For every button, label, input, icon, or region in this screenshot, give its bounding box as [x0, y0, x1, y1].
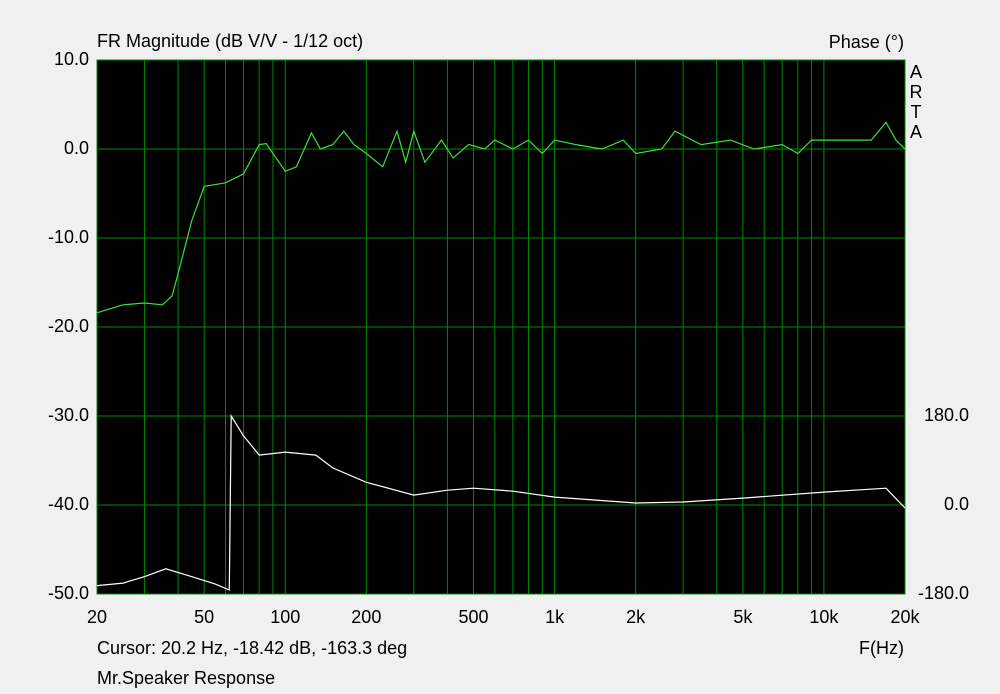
chart-title: FR Magnitude (dB V/V - 1/12 oct) — [97, 31, 363, 51]
series-line — [96, 121, 906, 314]
x-tick-label: 50 — [194, 607, 214, 627]
y-tick-label: -50.0 — [48, 583, 89, 603]
x-tick-label: 2k — [626, 607, 646, 627]
y2-tick-label: 0.0 — [944, 494, 969, 514]
y2-tick-label: 180.0 — [924, 405, 969, 425]
y2-tick-label: -180.0 — [918, 583, 969, 603]
y-tick-label: -30.0 — [48, 405, 89, 425]
y-tick-label: 0.0 — [64, 138, 89, 158]
x-tick-label: 500 — [458, 607, 488, 627]
y-tick-label: -40.0 — [48, 494, 89, 514]
x-tick-label: 100 — [270, 607, 300, 627]
y2-axis-title: Phase (°) — [829, 32, 904, 52]
series-line — [96, 413, 906, 591]
y-tick-label: -20.0 — [48, 316, 89, 336]
x-tick-label: 10k — [809, 607, 839, 627]
x-tick-label: 20k — [890, 607, 920, 627]
x-tick-label: 200 — [351, 607, 381, 627]
plot-border — [96, 59, 906, 595]
watermark: ARTA — [906, 62, 926, 142]
x-axis-title: F(Hz) — [859, 638, 904, 658]
cursor-readout: Cursor: 20.2 Hz, -18.42 dB, -163.3 deg — [97, 638, 407, 658]
y-tick-label: -10.0 — [48, 227, 89, 247]
x-tick-label: 5k — [733, 607, 753, 627]
x-tick-label: 20 — [87, 607, 107, 627]
y-tick-label: 10.0 — [54, 49, 89, 69]
footer: Mr.Speaker Response — [97, 668, 275, 688]
x-tick-label: 1k — [545, 607, 565, 627]
